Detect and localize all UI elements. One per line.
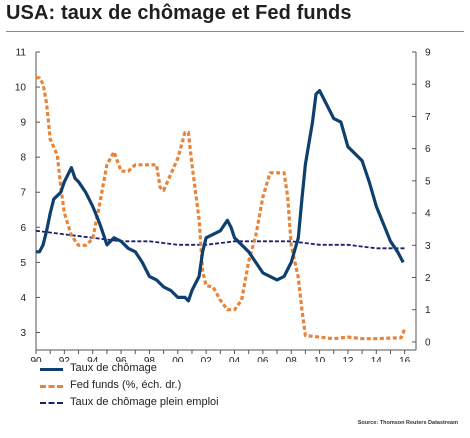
x-tick-label-5: 00	[172, 356, 184, 362]
series-line-1	[36, 76, 407, 341]
legend-label-unemployment: Taux de chômage	[70, 362, 157, 374]
right-tick-label-4: 4	[425, 209, 431, 220]
right-tick-label-8: 8	[425, 80, 431, 91]
left-tick-label-6: 9	[20, 118, 26, 129]
x-tick-label-12: 14	[371, 356, 383, 362]
right-tick-label-3: 3	[425, 241, 431, 252]
x-tick-label-3: 96	[116, 356, 128, 362]
left-tick-label-3: 6	[20, 223, 26, 234]
x-tick-label-2: 94	[87, 356, 99, 362]
left-tick-label-1: 4	[20, 293, 26, 304]
x-tick-label-6: 02	[201, 356, 213, 362]
source-note: Source: Thomson Reuters Datastream	[357, 420, 458, 426]
x-tick-label-8: 06	[257, 356, 269, 362]
right-tick-label-7: 7	[425, 112, 431, 123]
right-tick-label-1: 1	[425, 305, 431, 316]
left-tick-label-2: 5	[20, 258, 26, 269]
x-tick-label-4: 98	[144, 356, 156, 362]
left-tick-label-4: 7	[20, 188, 26, 199]
series-line-2	[35, 229, 405, 250]
left-tick-label-0: 3	[20, 328, 26, 339]
left-tick-label-8: 11	[16, 48, 27, 59]
x-tick-label-9: 08	[286, 356, 298, 362]
right-tick-label-2: 2	[425, 273, 431, 284]
left-tick-label-7: 10	[15, 83, 27, 94]
legend-swatch-full-employment	[40, 402, 63, 404]
chart-title: USA: taux de chômage et Fed funds	[6, 2, 352, 24]
legend-label-fed-funds: Fed funds (%, éch. dr.)	[70, 379, 182, 391]
x-tick-label-7: 04	[229, 356, 241, 362]
series-line-0	[36, 89, 405, 303]
x-tick-label-11: 12	[342, 356, 354, 362]
legend-swatch-fed-funds	[40, 385, 63, 388]
right-tick-label-9: 9	[425, 48, 431, 59]
title-divider	[6, 31, 464, 32]
x-tick-label-13: 16	[399, 356, 411, 362]
series-layer	[35, 76, 407, 341]
x-tick-label-0: 90	[30, 356, 42, 362]
right-tick-label-6: 6	[425, 144, 431, 155]
legend-label-full-employment: Taux de chômage plein emploi	[70, 396, 219, 408]
x-tick-label-1: 92	[59, 356, 71, 362]
axes-layer	[35, 51, 417, 354]
left-tick-label-5: 8	[20, 153, 26, 164]
right-tick-label-5: 5	[425, 176, 431, 187]
legend-swatch-unemployment	[40, 368, 63, 371]
right-tick-label-0: 0	[425, 337, 431, 348]
x-tick-label-10: 10	[314, 356, 326, 362]
